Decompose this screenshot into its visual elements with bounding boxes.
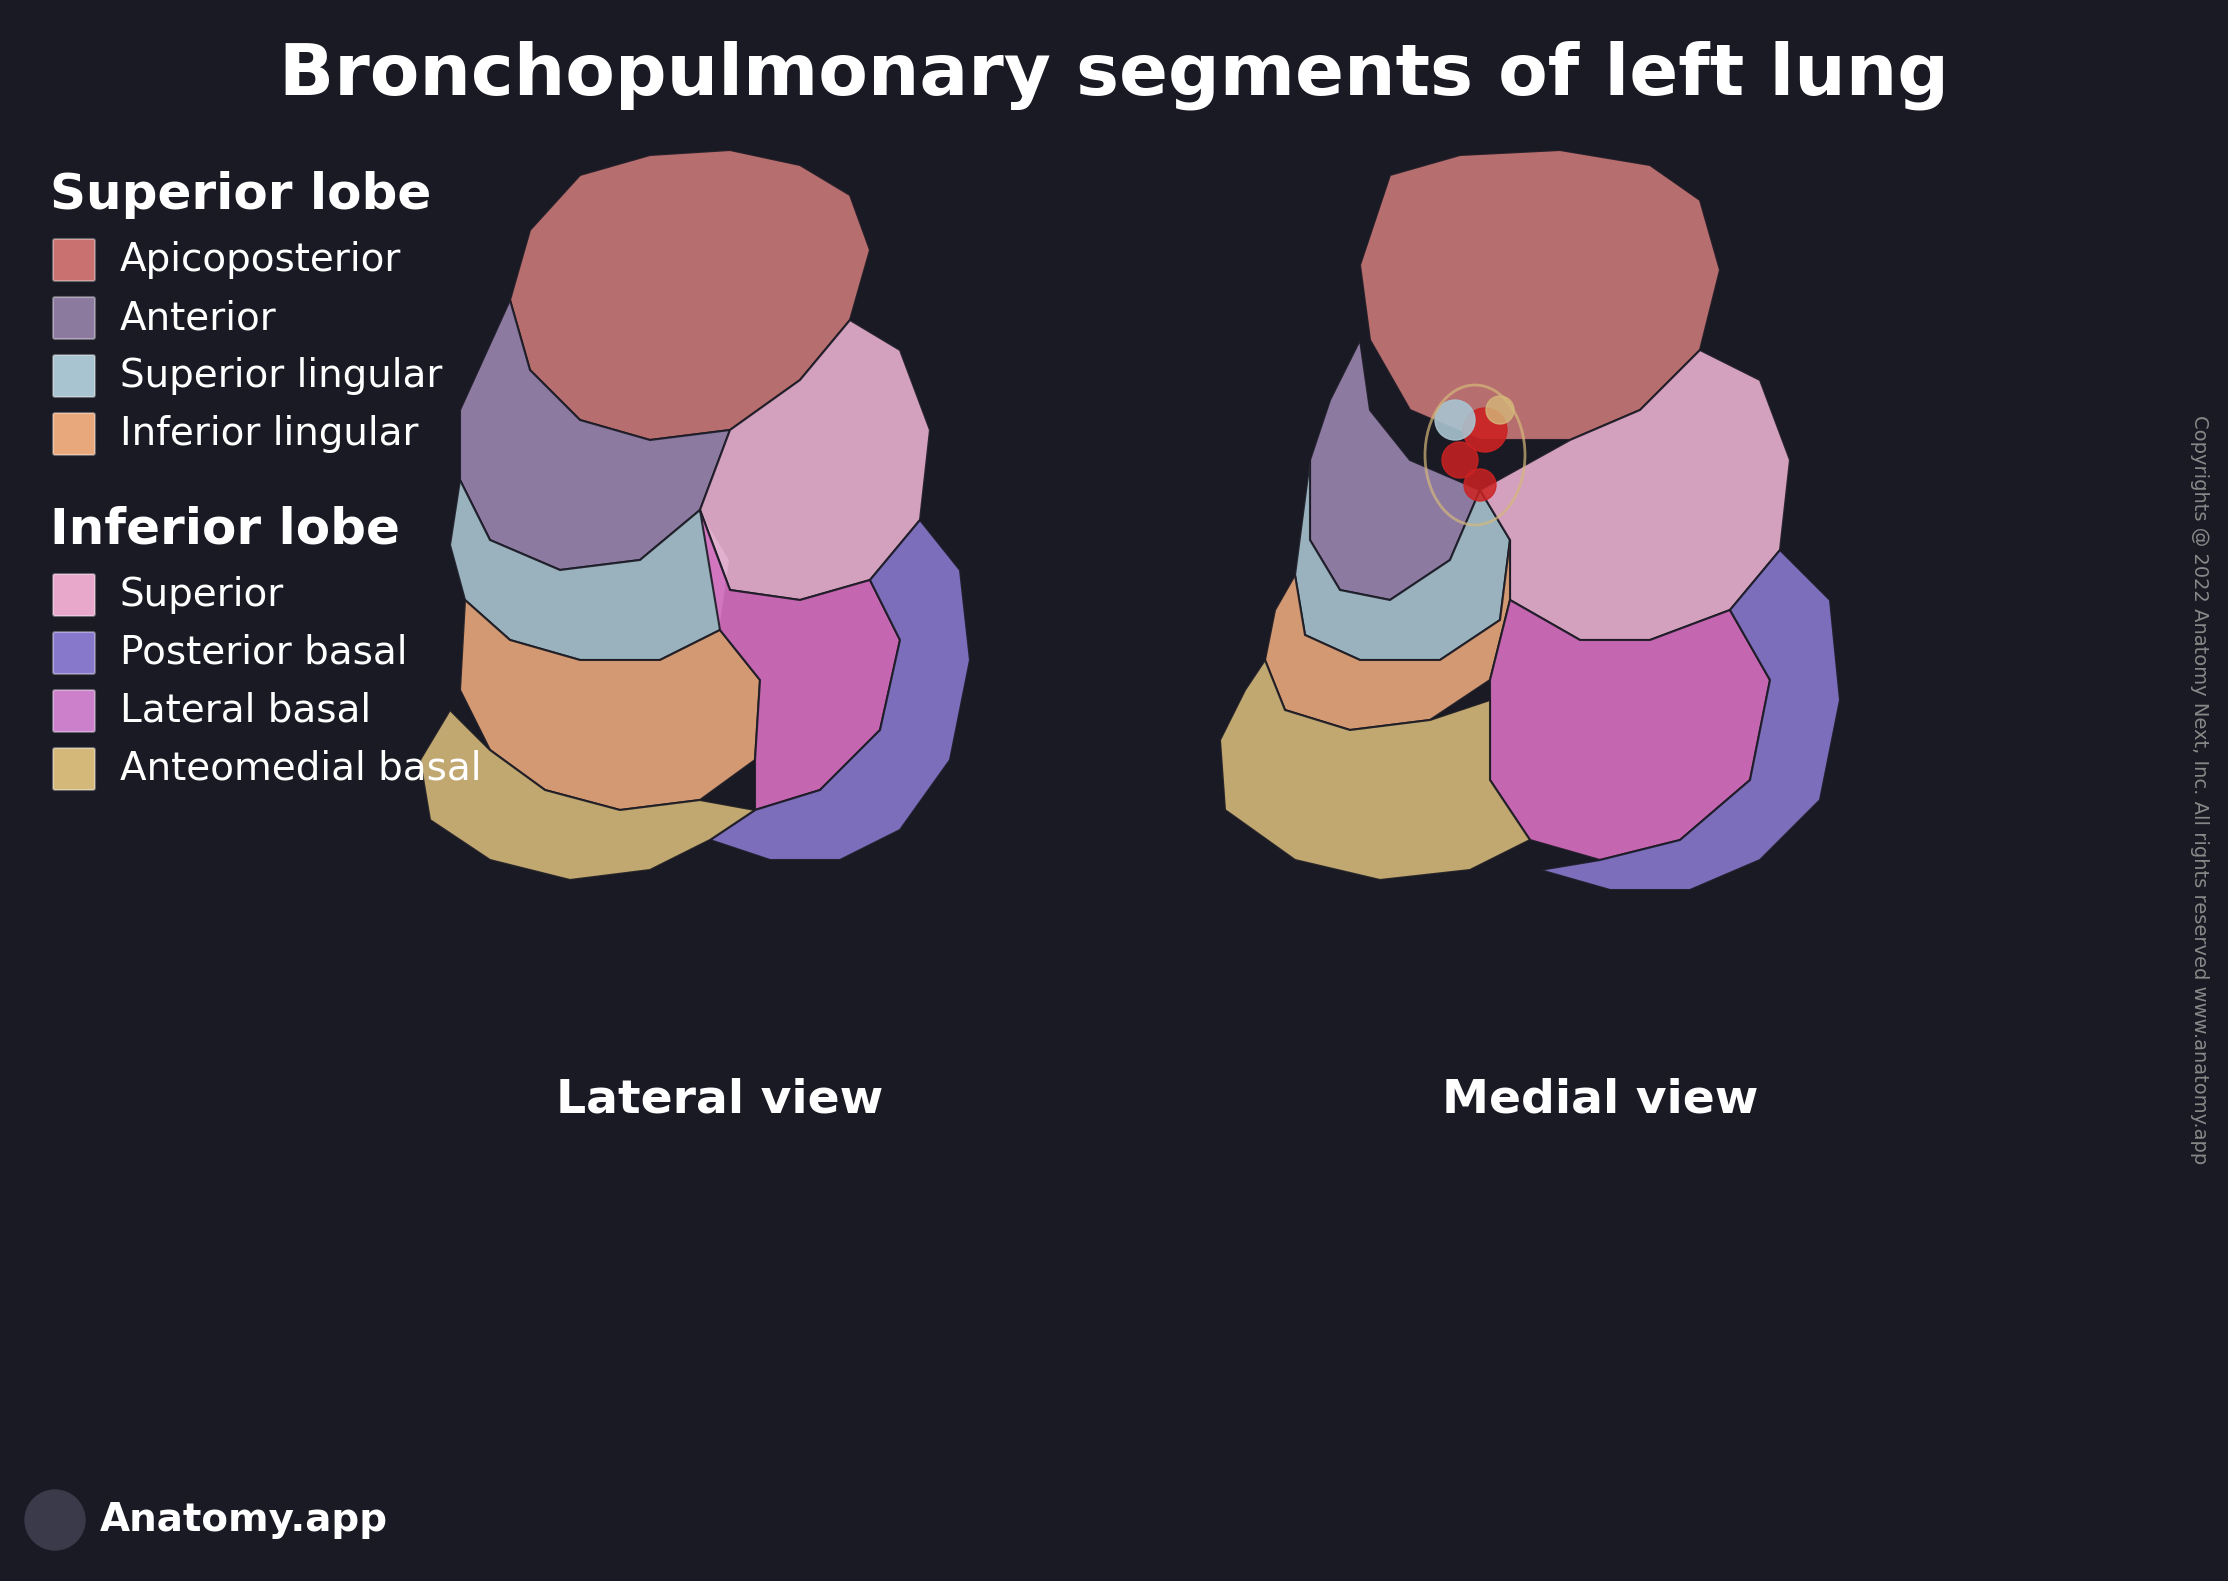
Polygon shape — [700, 511, 900, 809]
Polygon shape — [1359, 150, 1720, 440]
Text: Anteomedial basal: Anteomedial basal — [120, 749, 481, 787]
Polygon shape — [1479, 349, 1789, 640]
Text: Bronchopulmonary segments of left lung: Bronchopulmonary segments of left lung — [278, 40, 1950, 109]
Polygon shape — [711, 520, 969, 860]
Circle shape — [25, 1489, 85, 1549]
Circle shape — [1442, 443, 1477, 477]
FancyBboxPatch shape — [53, 689, 96, 732]
Polygon shape — [459, 601, 760, 809]
Polygon shape — [1310, 340, 1479, 601]
Polygon shape — [1266, 541, 1511, 730]
Polygon shape — [1540, 550, 1840, 890]
Polygon shape — [510, 150, 869, 440]
FancyBboxPatch shape — [53, 632, 96, 674]
Circle shape — [1464, 470, 1495, 501]
Circle shape — [1464, 408, 1506, 452]
Circle shape — [1486, 395, 1515, 424]
Text: Posterior basal: Posterior basal — [120, 634, 408, 672]
FancyBboxPatch shape — [53, 297, 96, 338]
Polygon shape — [459, 300, 731, 571]
Text: Anatomy.app: Anatomy.app — [100, 1500, 388, 1538]
FancyBboxPatch shape — [53, 574, 96, 617]
Polygon shape — [1294, 460, 1511, 659]
FancyBboxPatch shape — [53, 413, 96, 455]
FancyBboxPatch shape — [53, 239, 96, 281]
Text: Copyrights @ 2022 Anatomy Next, Inc. All rights reserved www.anatomy.app: Copyrights @ 2022 Anatomy Next, Inc. All… — [2190, 416, 2210, 1165]
Text: Inferior lobe: Inferior lobe — [49, 506, 399, 553]
Text: Anterior: Anterior — [120, 299, 276, 337]
Text: Superior lingular: Superior lingular — [120, 357, 443, 395]
FancyBboxPatch shape — [53, 748, 96, 790]
Text: Apicoposterior: Apicoposterior — [120, 240, 401, 278]
Polygon shape — [1491, 601, 1769, 860]
Text: Inferior lingular: Inferior lingular — [120, 414, 419, 454]
Text: Medial view: Medial view — [1442, 1078, 1758, 1123]
Text: Superior lobe: Superior lobe — [49, 171, 432, 220]
Polygon shape — [1221, 659, 1531, 881]
Polygon shape — [450, 481, 731, 659]
Text: Lateral basal: Lateral basal — [120, 692, 372, 730]
Text: Superior: Superior — [120, 575, 285, 613]
Polygon shape — [700, 319, 929, 601]
Circle shape — [1435, 400, 1475, 440]
Text: Lateral view: Lateral view — [557, 1078, 885, 1123]
FancyBboxPatch shape — [53, 356, 96, 397]
Polygon shape — [421, 710, 755, 881]
